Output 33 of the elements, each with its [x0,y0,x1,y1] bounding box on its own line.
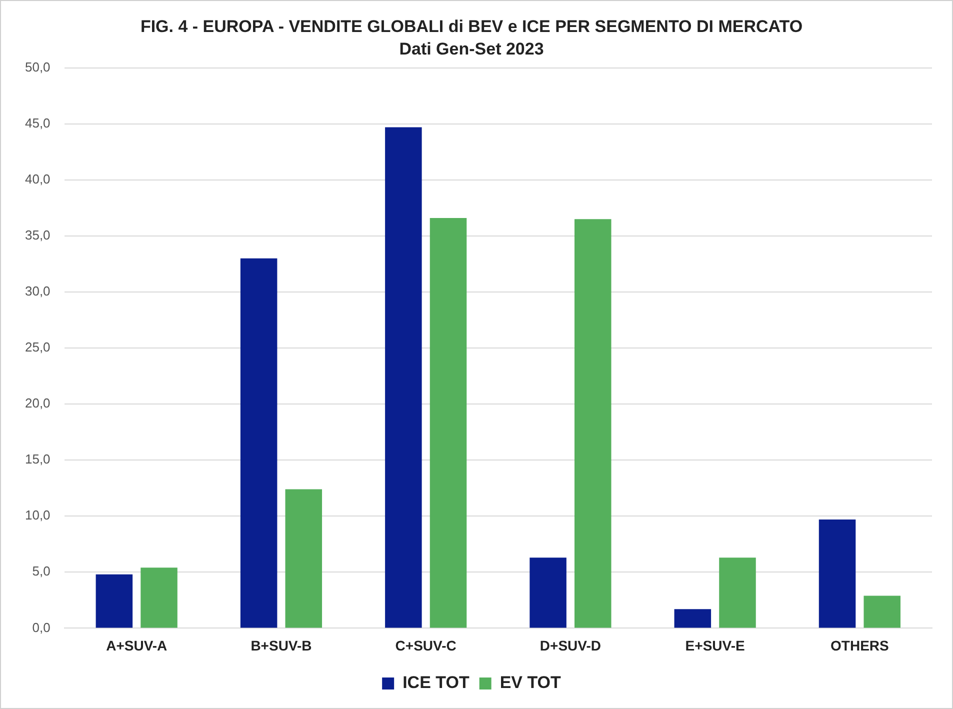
bar [864,596,900,628]
x-tick-label: B+SUV-B [250,637,312,654]
bar [140,568,178,628]
bar [430,218,467,628]
y-tick-label: 15,0 [24,452,50,467]
y-tick-label: 10,0 [24,508,50,523]
chart-subtitle: Dati Gen-Set 2023 [399,39,544,58]
legend-label: ICE TOT [402,673,470,692]
legend-label: EV TOT [500,673,562,692]
y-tick-label: 50,0 [24,59,50,74]
y-tick-label: 20,0 [24,396,50,411]
y-tick-label: 40,0 [24,171,50,186]
bar [530,558,566,628]
bar [818,519,856,628]
bar [96,574,133,628]
x-tick-label: C+SUV-C [395,637,456,654]
y-tick-label: 35,0 [24,228,50,242]
x-tick-label: E+SUV-E [685,637,745,654]
y-tick-label: 45,0 [24,115,50,130]
bar [719,558,756,628]
bar [574,219,612,628]
bar [285,489,322,628]
x-tick-label: A+SUV-A [106,637,168,654]
x-tick-label: OTHERS [830,637,889,654]
bar [385,127,422,628]
bar [674,609,712,628]
y-tick-label: 25,0 [24,340,50,355]
chart-title: FIG. 4 - EUROPA - VENDITE GLOBALI di BEV e ICE PER SEGMENTO DI MERCATO [140,16,803,36]
bar [240,258,278,628]
y-tick-label: 5,0 [32,564,50,579]
x-tick-label: D+SUV-D [540,637,601,654]
y-tick-label: 30,0 [24,284,50,299]
y-tick-label: 0,0 [32,620,50,635]
